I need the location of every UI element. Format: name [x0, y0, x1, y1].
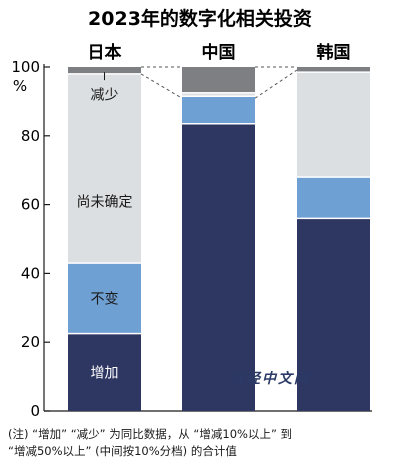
bar-segment	[297, 177, 370, 218]
bar-segment	[297, 67, 370, 72]
bar-group	[68, 67, 370, 411]
bar-segment	[68, 263, 141, 333]
bar-segment	[182, 124, 255, 411]
category-label: 中国	[202, 42, 236, 63]
watermark: 日经中文网	[230, 371, 310, 387]
y-tick-label: 20	[21, 333, 40, 351]
bar-segment	[68, 74, 141, 263]
category-label: 韩国	[317, 42, 351, 63]
bar-segment	[182, 93, 255, 96]
y-unit-label: %	[13, 77, 27, 95]
zoom-line	[140, 73, 183, 99]
bar-segment	[182, 67, 255, 93]
y-tick-label: 100	[11, 58, 40, 76]
bar-segment	[182, 96, 255, 124]
y-axis: 0 20 40 60 80 100%	[11, 58, 372, 420]
chart-title: 2023年的数字化相关投资	[88, 7, 312, 30]
bar-segment	[297, 72, 370, 177]
category-label: 日本	[88, 42, 122, 63]
segment-label: 增加	[91, 365, 119, 381]
y-tick-label: 40	[21, 264, 40, 282]
zoom-line	[254, 69, 298, 99]
category-labels: 日本 中国 韩国	[88, 42, 351, 63]
y-tick-label: 0	[30, 402, 40, 420]
bar-segment	[68, 334, 141, 411]
bar-segment	[68, 67, 141, 74]
bar-segment	[297, 219, 370, 411]
segment-labels: 增加 不变 尚未确定 减少	[77, 72, 133, 381]
segment-label: 减少	[91, 88, 119, 104]
segment-label: 尚未确定	[77, 195, 133, 211]
y-tick-label: 80	[21, 127, 40, 145]
zoom-connector-lines	[140, 66, 298, 99]
segment-label: 不变	[91, 291, 119, 307]
chart-area: 2023年的数字化相关投资 0 20 40 60 80 100% 日本 中国 韩国 增加 不变 尚…	[11, 7, 372, 420]
y-tick-label: 60	[21, 196, 40, 214]
footnote: (注) “增加” “减少” 为同比数据，从 “增减10%以上” 到 “增减50%…	[8, 427, 293, 458]
